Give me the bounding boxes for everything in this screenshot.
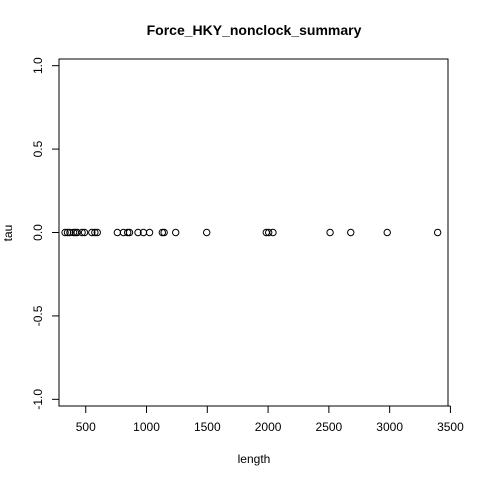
x-tick-label: 2500 — [316, 420, 343, 434]
data-point — [88, 228, 96, 237]
data-point — [61, 228, 69, 237]
data-point — [202, 228, 211, 237]
y-axis-title: tau — [1, 225, 15, 242]
data-point — [264, 228, 273, 237]
data-point — [93, 228, 101, 237]
y-tick-label: 1.0 — [31, 57, 45, 74]
data-point — [145, 228, 154, 237]
x-axis-title: length — [238, 452, 271, 466]
data-points — [61, 228, 442, 237]
data-point — [160, 228, 168, 237]
data-point — [326, 228, 334, 237]
x-tick-label: 1000 — [133, 420, 160, 434]
data-point — [134, 228, 142, 237]
data-point — [347, 228, 355, 237]
x-tick-label: 3000 — [376, 420, 403, 434]
data-point — [172, 228, 180, 237]
data-point — [80, 228, 89, 237]
data-point — [91, 228, 99, 237]
data-point — [78, 228, 86, 237]
data-point — [73, 228, 81, 237]
plot-frame — [58, 58, 449, 407]
x-tick-label: 1500 — [194, 420, 221, 434]
y-tick-label: 0.5 — [31, 140, 45, 157]
chart-title: Force_HKY_nonclock_summary — [147, 22, 362, 38]
x-tick-label: 3500 — [437, 420, 464, 434]
y-tick-label: -1.0 — [31, 389, 45, 410]
data-point — [113, 228, 122, 237]
y-tick-label: 0.0 — [31, 224, 45, 241]
x-tick-label: 2000 — [255, 420, 282, 434]
x-axis: 500 1000 1500 2000 2500 3000 3500 — [76, 405, 464, 434]
data-point — [383, 228, 391, 237]
data-point — [66, 228, 74, 237]
data-point — [433, 228, 442, 237]
y-tick-label: -0.5 — [31, 305, 45, 326]
data-point — [269, 228, 277, 237]
x-tick-label: 500 — [76, 420, 96, 434]
data-point — [125, 228, 134, 237]
y-axis: 1.0 0.5 0.0 -0.5 -1.0 — [31, 57, 60, 410]
